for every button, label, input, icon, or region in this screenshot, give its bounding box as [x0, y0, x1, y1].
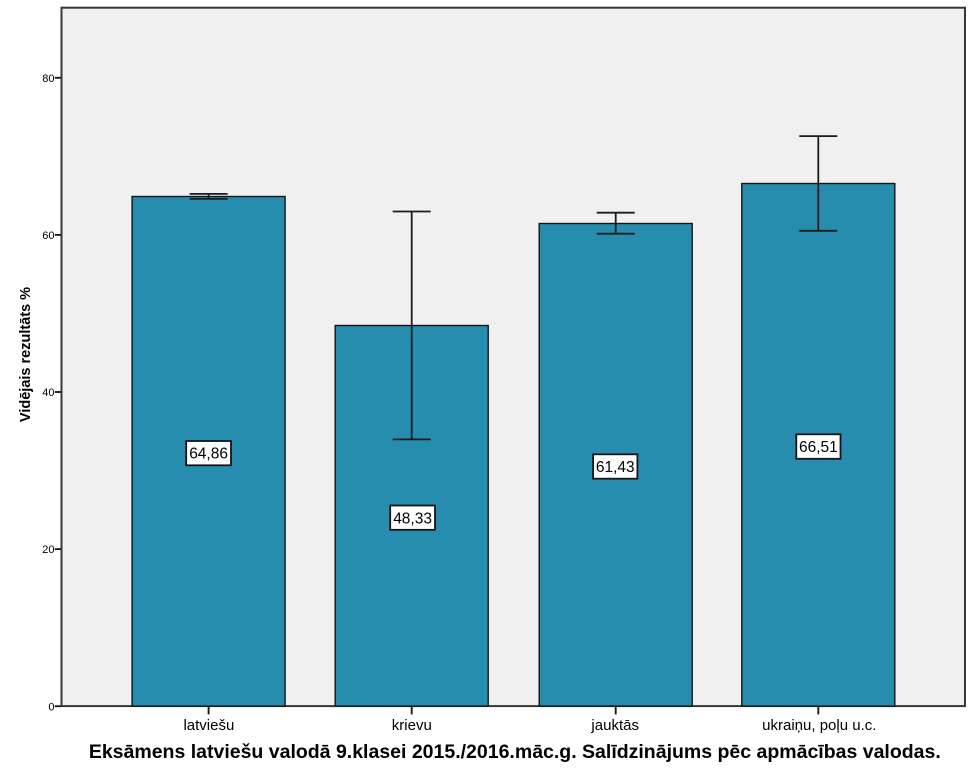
- svg-text:jauktās: jauktās: [590, 717, 639, 734]
- svg-text:ukraiņu, poļu u.c.: ukraiņu, poļu u.c.: [762, 717, 876, 734]
- svg-text:krievu: krievu: [392, 717, 432, 734]
- svg-text:40: 40: [42, 387, 54, 399]
- svg-text:Vidējais rezultāts %: Vidējais rezultāts %: [18, 287, 34, 422]
- svg-text:latviešu: latviešu: [183, 717, 234, 734]
- svg-text:0: 0: [48, 701, 54, 713]
- svg-text:60: 60: [42, 230, 54, 242]
- svg-text:64,86: 64,86: [189, 446, 228, 463]
- svg-text:20: 20: [42, 544, 54, 556]
- svg-text:80: 80: [42, 73, 54, 85]
- svg-text:66,51: 66,51: [799, 439, 838, 456]
- svg-text:Eksāmens latviešu valodā 9.kla: Eksāmens latviešu valodā 9.klasei 2015./…: [89, 741, 941, 763]
- svg-text:61,43: 61,43: [596, 459, 635, 476]
- svg-text:48,33: 48,33: [393, 510, 432, 527]
